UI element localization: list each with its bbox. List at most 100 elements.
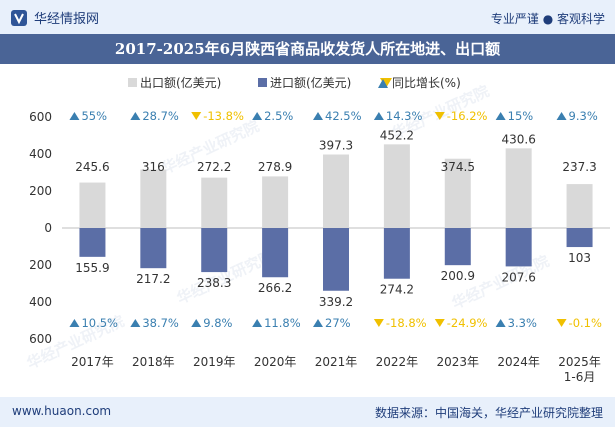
import-growth-value: -24.9% xyxy=(447,316,488,330)
legend-growth-label: 同比增长(%) xyxy=(392,76,461,90)
x-tick-label: 2018年 xyxy=(132,355,175,369)
x-tick-label: 2022年 xyxy=(376,355,419,369)
x-tick-label: 2023年 xyxy=(437,355,480,369)
import-growth-value: 9.8% xyxy=(203,316,232,330)
x-tick-label: 1-6月 xyxy=(564,370,596,384)
export-value-label: 272.2 xyxy=(197,160,231,174)
y-axis: 600 400 200 0 200 400 600 xyxy=(29,110,610,346)
import-value-label: 266.2 xyxy=(258,281,292,295)
import-value-label: 238.3 xyxy=(197,276,231,290)
export-growth-up-triangle-icon xyxy=(495,112,506,120)
import-growth-up-triangle-icon xyxy=(313,319,323,327)
import-bar xyxy=(505,228,532,267)
export-bar xyxy=(444,158,471,228)
export-growth-value: -13.8% xyxy=(203,109,244,123)
import-growth-up-triangle-icon xyxy=(191,319,202,327)
legend-export-swatch xyxy=(128,78,137,87)
import-growth-value: 3.3% xyxy=(508,316,537,330)
brand-name: 华经情报网 xyxy=(34,12,100,27)
import-growth-down-triangle-icon xyxy=(434,319,445,327)
export-growth-up-triangle-icon xyxy=(252,112,263,120)
export-growth-down-triangle-icon xyxy=(434,112,445,120)
y-tick-label: 400 xyxy=(29,295,52,309)
x-tick-label: 2024年 xyxy=(497,355,540,369)
import-bar xyxy=(566,228,593,248)
x-tick-label: 2020年 xyxy=(254,355,297,369)
import-bar xyxy=(444,228,471,266)
x-tick-label: 2021年 xyxy=(315,355,358,369)
export-bar xyxy=(140,169,167,228)
export-growth-value: 42.5% xyxy=(325,109,362,123)
export-bar xyxy=(323,154,349,228)
chart-title: 2017-2025年6月陕西省商品收发货人所在地进、出口额 xyxy=(114,40,501,58)
legend-import-label: 进口额(亿美元) xyxy=(270,75,351,90)
export-bar xyxy=(262,176,289,228)
y-tick-label: 600 xyxy=(29,332,52,346)
import-growth-up-triangle-icon xyxy=(252,319,263,327)
export-growth-down-triangle-icon xyxy=(191,112,202,120)
export-growth-up-triangle-icon xyxy=(313,112,323,120)
import-bar xyxy=(383,228,410,279)
import-growth-value: -18.8% xyxy=(386,316,427,330)
export-bar xyxy=(566,184,593,228)
legend-export-label: 出口额(亿美元) xyxy=(140,75,221,90)
footer-bar xyxy=(0,397,615,427)
import-value-label: 217.2 xyxy=(136,272,170,286)
export-value-label: 397.3 xyxy=(319,138,353,152)
y-tick-label: 0 xyxy=(44,221,52,235)
x-tick-label: 2025年 xyxy=(558,355,601,369)
import-bar xyxy=(79,228,106,257)
import-growth-value: 11.8% xyxy=(264,316,301,330)
import-growth-value: 27% xyxy=(325,316,351,330)
export-growth-up-triangle-icon xyxy=(373,112,384,120)
import-growth-down-triangle-icon xyxy=(373,319,384,327)
export-value-label: 430.6 xyxy=(501,132,535,146)
import-value-label: 155.9 xyxy=(75,261,109,275)
import-value-label: 200.9 xyxy=(441,269,475,283)
export-value-label: 374.5 xyxy=(441,160,475,174)
import-growth-up-triangle-icon xyxy=(69,319,80,327)
top-bar xyxy=(0,0,615,34)
import-bar xyxy=(323,228,349,291)
footer-site: www.huaon.com xyxy=(12,404,112,418)
export-growth-up-triangle-icon xyxy=(556,112,567,120)
export-bar xyxy=(383,144,410,228)
export-value-label: 452.2 xyxy=(380,128,414,142)
x-tick-label: 2017年 xyxy=(71,355,114,369)
export-value-label: 237.3 xyxy=(562,160,596,174)
import-bar xyxy=(201,228,228,273)
export-growth-value: 55% xyxy=(81,109,107,123)
brand: 华经情报网 xyxy=(10,8,99,27)
export-growth-value: 14.3% xyxy=(386,109,423,123)
export-growth-value: 2.5% xyxy=(264,109,293,123)
import-growth-value: -0.1% xyxy=(569,316,602,330)
x-tick-label: 2019年 xyxy=(193,355,236,369)
export-value-label: 316 xyxy=(142,160,165,174)
export-bar xyxy=(79,182,106,228)
export-growth-up-triangle-icon xyxy=(69,112,80,120)
export-growth-value: 28.7% xyxy=(142,109,179,123)
title-bar xyxy=(0,34,615,64)
import-growth-up-triangle-icon xyxy=(130,319,141,327)
export-bar xyxy=(505,148,532,228)
legend-import-swatch xyxy=(258,78,267,87)
bars-layer xyxy=(79,144,593,291)
y-tick-label: 400 xyxy=(29,147,52,161)
import-value-label: 103 xyxy=(568,251,591,265)
import-growth-value: 38.7% xyxy=(142,316,179,330)
export-value-label: 278.9 xyxy=(258,160,292,174)
y-tick-label: 200 xyxy=(29,184,52,198)
export-bar xyxy=(201,177,228,228)
import-value-label: 207.6 xyxy=(501,270,535,284)
import-bar xyxy=(140,228,167,269)
y-tick-label: 600 xyxy=(29,110,52,124)
y-tick-label: 200 xyxy=(29,258,52,272)
export-growth-value: 9.3% xyxy=(569,109,598,123)
import-growth-down-triangle-icon xyxy=(556,319,567,327)
export-growth-up-triangle-icon xyxy=(130,112,141,120)
export-growth-value: 15% xyxy=(508,109,534,123)
legend-up-triangle-icon xyxy=(378,79,388,88)
export-growth-value: -16.2% xyxy=(447,109,488,123)
